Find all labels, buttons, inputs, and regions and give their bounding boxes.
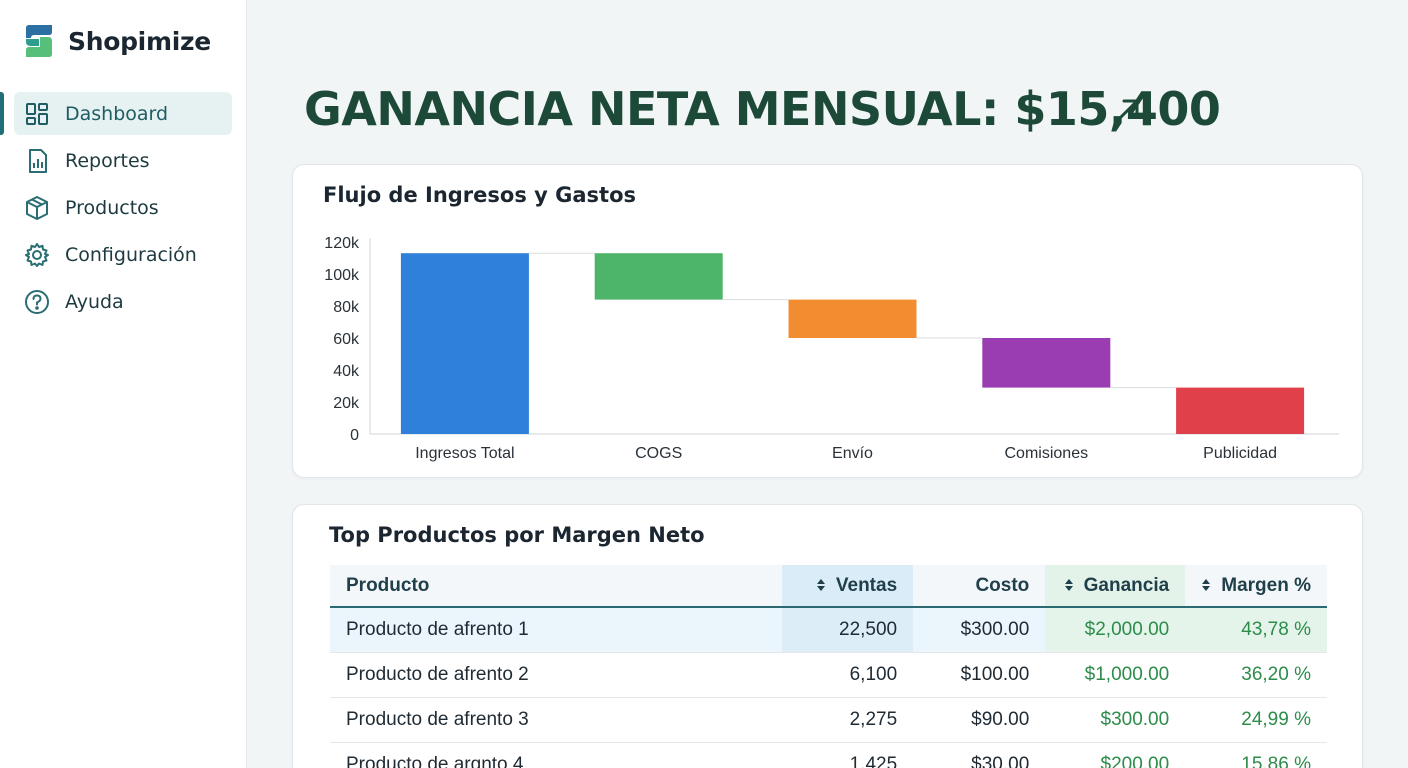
sidebar-item-label: Configuración [65,243,197,266]
cell-ventas: 22,500 [781,607,914,653]
sidebar-item-productos[interactable]: Productos [14,186,232,229]
cell-producto: Producto de argnto 4 [330,742,782,768]
sort-icon [816,578,825,591]
waterfall-chart: 0 20k 40k 60k 80k 100k 120k Ingresos Total COGS E… [324,235,1339,462]
column-header-ventas[interactable]: Ventas [781,565,914,608]
shopimize-logo-icon [26,25,52,57]
waterfall-bar [788,299,917,338]
top-products-card: Top Productos por Margen Neto Producto V… [292,504,1363,768]
x-tick-label: Comisiones [1005,445,1089,462]
sidebar-item-label: Reportes [65,149,150,172]
table-row[interactable]: Producto de afrento 3 2,275 $90.00 $300.… [330,697,1327,743]
sort-icon [1064,578,1073,591]
y-tick-label: 60k [333,331,360,348]
sidebar-item-label: Productos [65,196,159,219]
y-tick-label: 120k [324,235,360,252]
x-tick-label: Ingresos Total [415,445,514,462]
cell-margen: 43,78 % [1185,607,1327,653]
brand-name: Shopimize [68,26,211,56]
cell-ventas: 6,100 [781,652,914,698]
cell-costo: $300.00 [913,607,1046,653]
sidebar-nav: Dashboard Reportes Productos [0,92,232,327]
cell-ganancia: $300.00 [1045,697,1186,743]
cell-ganancia: $200.00 [1045,742,1186,768]
y-tick-label: 100k [324,267,360,284]
y-tick-label: 0 [350,427,359,444]
top-products-table: Producto Ventas Costo Ganancia Margen % … [330,565,1327,768]
x-tick-label: COGS [635,445,682,462]
cell-ventas: 1,425 [781,742,914,768]
column-header-costo[interactable]: Costo [913,565,1046,608]
cashflow-chart-card: Flujo de Ingresos y Gastos 0 20k 40k 60k 80k… [292,164,1363,478]
column-header-producto[interactable]: Producto [330,565,782,608]
page-title: GANANCIA NETA MENSUAL: $15,400 [304,82,1221,136]
table-row[interactable]: Producto de argnto 4 1,425 $30.00 $200.0… [330,742,1327,768]
waterfall-bar [982,338,1111,388]
sidebar-item-configuracion[interactable]: Configuración [14,233,232,276]
cell-margen: 24,99 % [1185,697,1327,743]
x-tick-label: Publicidad [1203,445,1277,462]
waterfall-bar [1176,387,1305,434]
sidebar: Shopimize Dashboard Reportes [0,0,247,768]
bar-chart-icon [24,148,50,174]
arrow-up-right-icon[interactable] [1112,92,1146,126]
sidebar-item-reportes[interactable]: Reportes [14,139,232,182]
sidebar-item-label: Ayuda [65,290,124,313]
cell-costo: $90.00 [913,697,1046,743]
column-header-margen[interactable]: Margen % [1185,565,1327,608]
x-tick-label: Envío [832,445,873,462]
dashboard-grid-icon [24,101,50,127]
column-header-ganancia[interactable]: Ganancia [1045,565,1186,608]
gear-icon [24,242,50,268]
box-icon [24,195,50,221]
table-title: Top Productos por Margen Neto [329,523,705,547]
cell-ventas: 2,275 [781,697,914,743]
sidebar-item-ayuda[interactable]: Ayuda [14,280,232,323]
sidebar-item-dashboard[interactable]: Dashboard [0,92,232,135]
table-row[interactable]: Producto de afrento 2 6,100 $100.00 $1,0… [330,652,1327,698]
cell-producto: Producto de afrento 1 [330,607,782,653]
y-tick-label: 40k [333,363,360,380]
help-circle-icon [24,289,50,315]
cell-producto: Producto de afrento 3 [330,697,782,743]
table-header-row: Producto Ventas Costo Ganancia Margen % [330,565,1327,608]
cell-producto: Producto de afrento 2 [330,652,782,698]
waterfall-bar [400,253,529,434]
cell-margen: 36,20 % [1185,652,1327,698]
sidebar-item-label: Dashboard [65,102,169,125]
chart-title: Flujo de Ingresos y Gastos [323,183,637,207]
table-row[interactable]: Producto de afrento 1 22,500 $300.00 $2,… [330,607,1327,653]
cell-ganancia: $2,000.00 [1045,607,1186,653]
cell-ganancia: $1,000.00 [1045,652,1186,698]
cell-costo: $100.00 [913,652,1046,698]
brand[interactable]: Shopimize [22,24,211,58]
waterfall-bar [594,253,723,300]
y-tick-label: 20k [333,395,360,412]
cell-margen: 15,86 % [1185,742,1327,768]
cell-costo: $30.00 [913,742,1046,768]
y-tick-label: 80k [333,299,360,316]
sort-icon [1202,578,1211,591]
